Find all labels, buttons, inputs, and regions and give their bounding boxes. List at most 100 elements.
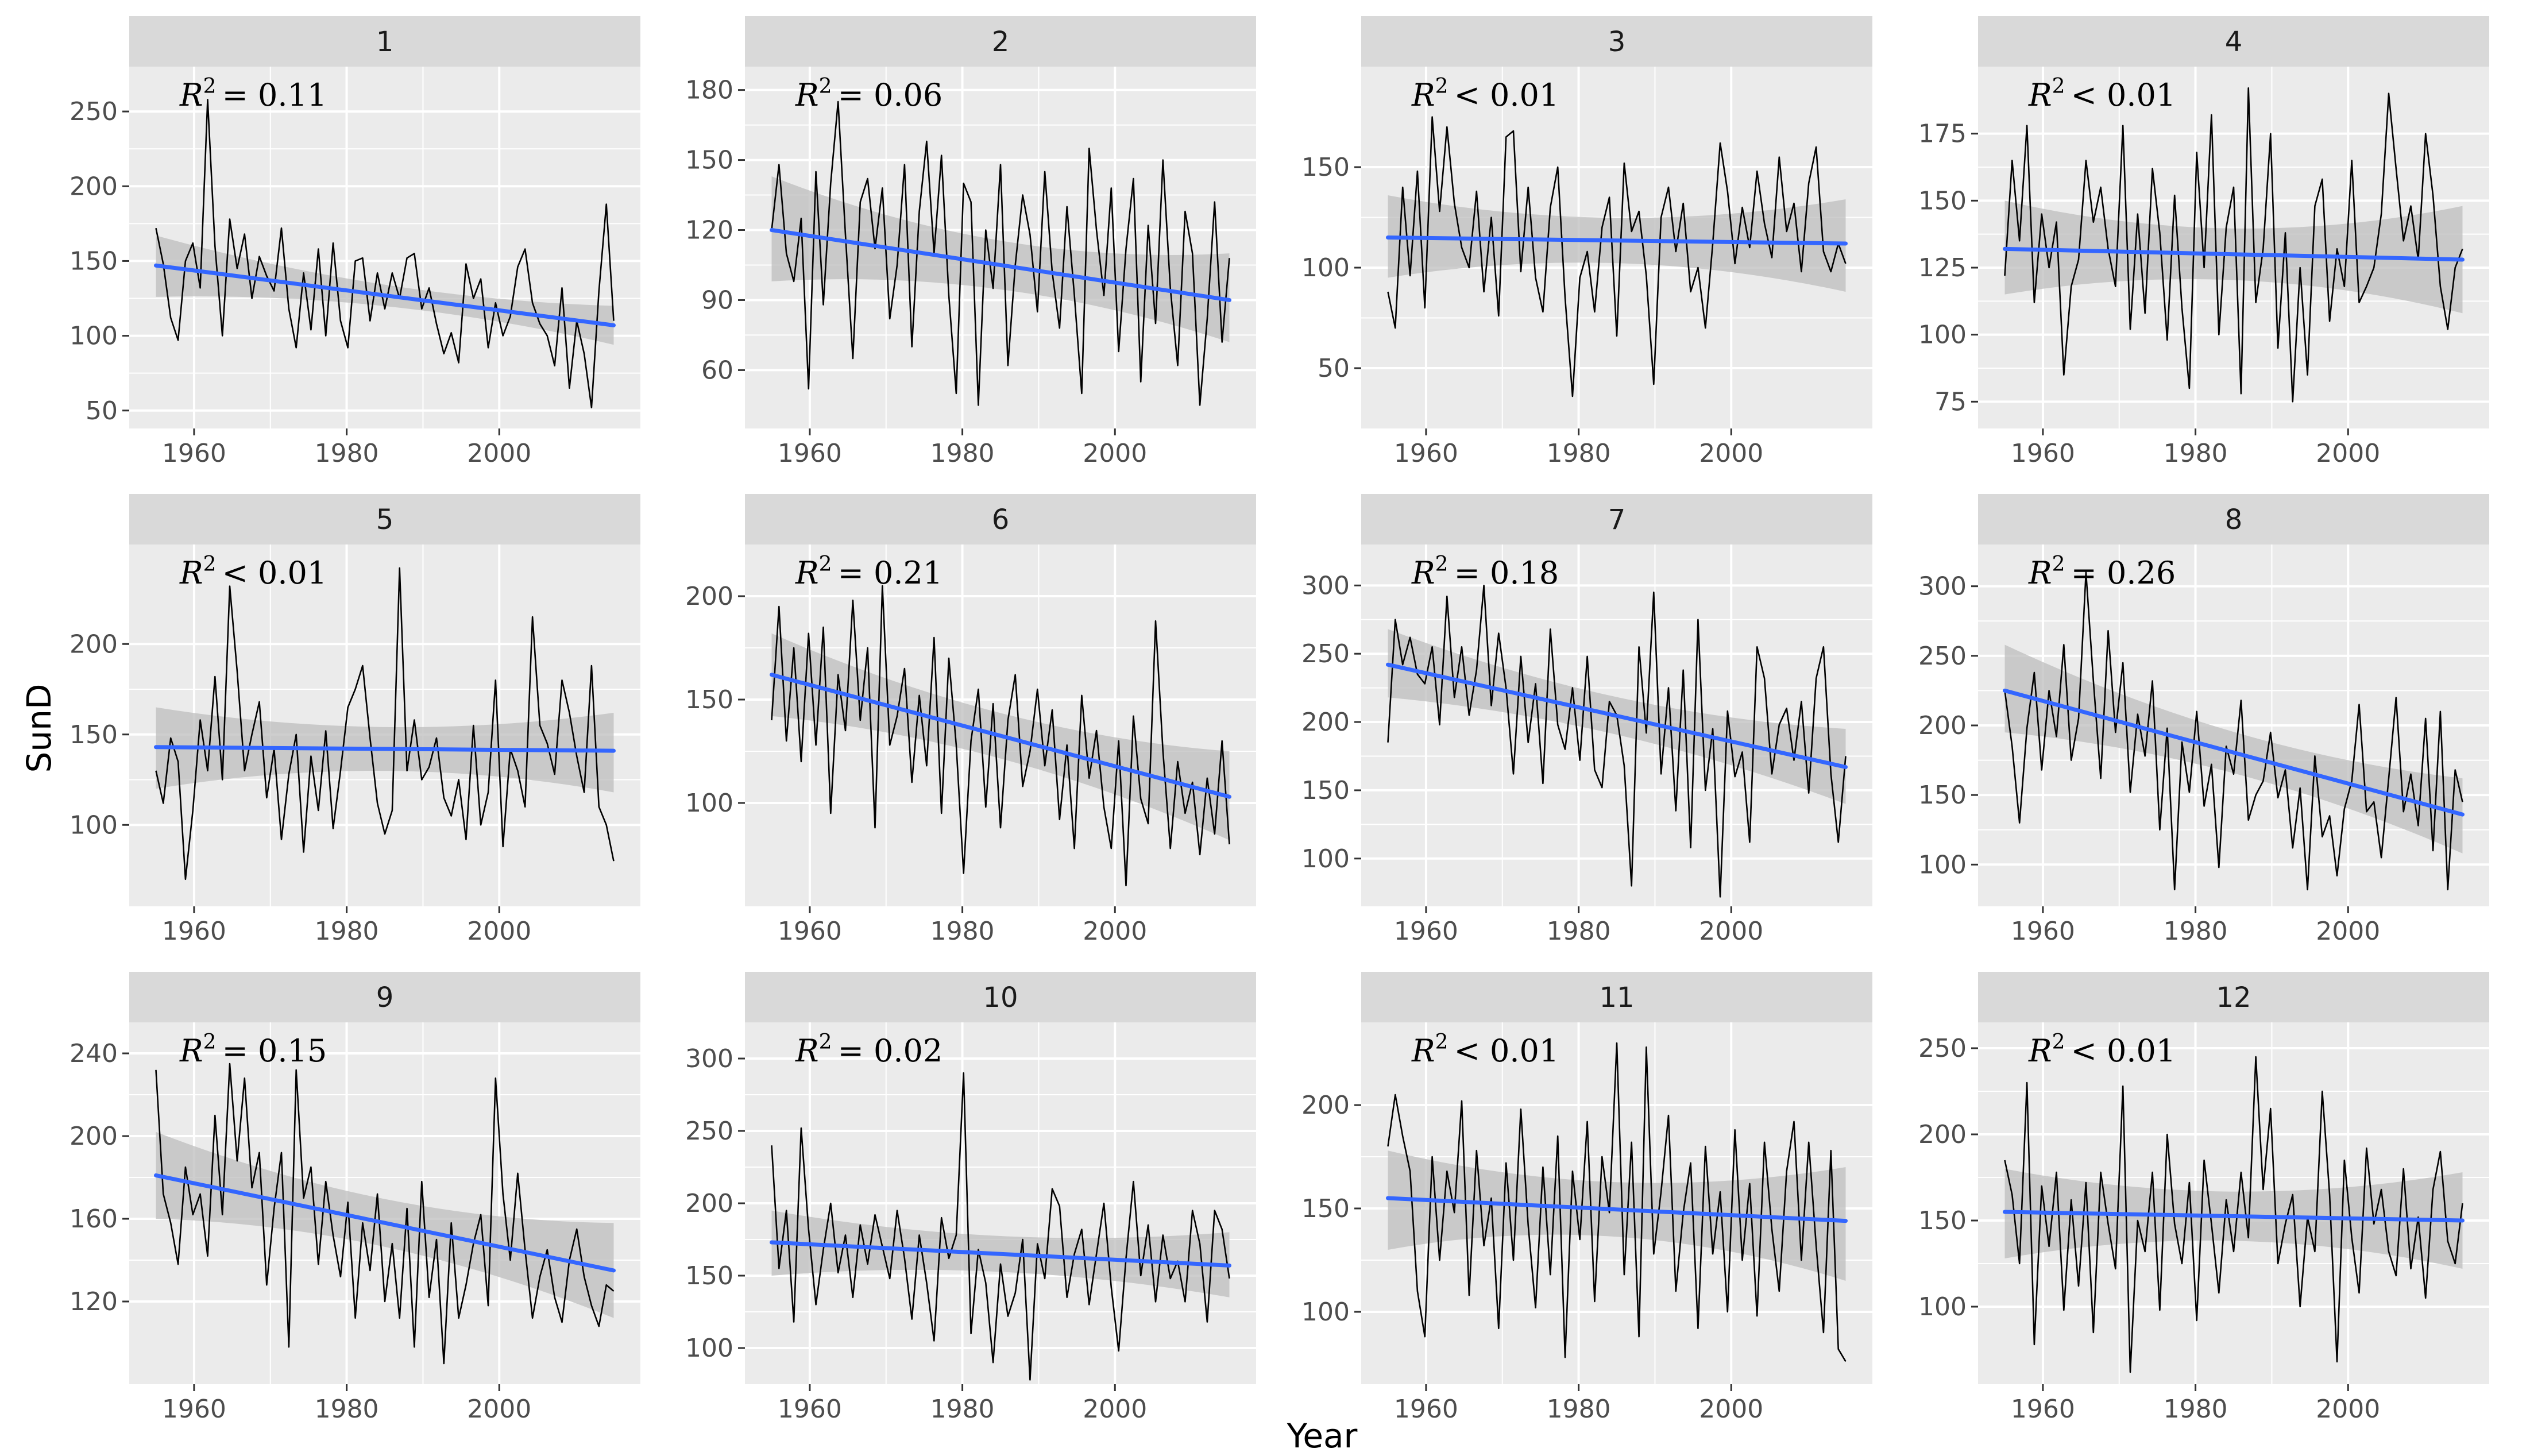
y-tick-label: 50 xyxy=(86,396,118,426)
series-line xyxy=(2004,87,2463,403)
y-tick-label: 120 xyxy=(685,216,733,245)
x-tick-label: 2000 xyxy=(1699,439,1763,468)
x-axis-title: Year xyxy=(1287,1416,1358,1455)
facet-panel: 8 R2 = 0.26 100 150 200 250 300 1960 1980 2000 xyxy=(1918,494,2489,946)
y-tick-label: 100 xyxy=(685,789,733,818)
y-tick-label: 150 xyxy=(69,720,118,750)
facet-strip xyxy=(745,972,1256,1022)
x-tick-label: 2000 xyxy=(2316,1395,2380,1424)
trend-line xyxy=(2002,1210,2465,1223)
facet-strip-label: 6 xyxy=(992,504,1010,536)
y-tick-label: 100 xyxy=(1918,320,1967,350)
facet-panel: 10 R2 = 0.02 100 150 200 250 300 1960 1980 2000 xyxy=(685,972,1256,1424)
y-tick-label: 300 xyxy=(685,1044,733,1073)
y-tick-label: 100 xyxy=(1301,1297,1350,1327)
x-tick-label: 1980 xyxy=(315,1395,379,1424)
x-tick-label: 1960 xyxy=(162,439,226,468)
y-tick-label: 300 xyxy=(1918,572,1967,601)
y-tick-label: 100 xyxy=(1918,1292,1967,1322)
y-tick-label: 250 xyxy=(1918,1034,1967,1063)
y-tick-label: 200 xyxy=(685,582,733,611)
trend-line xyxy=(2002,246,2465,262)
y-tick-label: 200 xyxy=(69,172,118,201)
x-tick-label: 1960 xyxy=(778,1395,842,1424)
x-tick-label: 1980 xyxy=(2164,917,2228,946)
y-tick-label: 200 xyxy=(69,629,118,659)
y-tick-label: 100 xyxy=(69,810,118,840)
facet-panel: 3 R2 < 0.01 50 100 150 1960 1980 2000 xyxy=(1301,16,1872,468)
trend-line xyxy=(1385,1196,1848,1223)
y-tick-label: 150 xyxy=(685,1261,733,1291)
y-tick-label: 150 xyxy=(685,685,733,715)
y-tick-label: 200 xyxy=(1301,1091,1350,1120)
trend-line xyxy=(153,263,616,327)
x-tick-label: 2000 xyxy=(1083,917,1147,946)
r-squared-annotation: R2 < 0.01 xyxy=(1411,1030,1559,1069)
r-squared-annotation: R2 = 0.26 xyxy=(2028,553,2176,591)
facet-strip-label: 4 xyxy=(2225,26,2243,58)
series-line xyxy=(771,585,1230,887)
x-tick-label: 1980 xyxy=(2164,439,2228,468)
series-line xyxy=(2004,571,2463,891)
x-tick-label: 2000 xyxy=(467,1395,531,1424)
facet-panel: 4 R2 < 0.01 75 100 125 150 175 1960 1980 2000 xyxy=(1918,16,2489,468)
x-tick-label: 1960 xyxy=(2011,917,2075,946)
series-line xyxy=(771,1072,1230,1381)
x-tick-label: 1960 xyxy=(162,1395,226,1424)
facet-strip-label: 11 xyxy=(1599,982,1634,1014)
x-tick-label: 2000 xyxy=(2316,439,2380,468)
x-tick-label: 1960 xyxy=(162,917,226,946)
x-tick-label: 2000 xyxy=(1083,1395,1147,1424)
x-tick-label: 2000 xyxy=(467,439,531,468)
y-tick-label: 240 xyxy=(69,1039,118,1068)
x-tick-label: 2000 xyxy=(1699,917,1763,946)
r-squared-annotation: R2 = 0.21 xyxy=(795,553,943,591)
facet-strip xyxy=(1361,16,1872,67)
facet-panel: 12 R2 < 0.01 100 150 200 250 1960 1980 2000 xyxy=(1918,972,2489,1424)
facet-strip xyxy=(129,16,640,67)
trend-line xyxy=(769,673,1232,799)
trend-line xyxy=(769,1240,1232,1268)
x-tick-label: 1980 xyxy=(315,439,379,468)
r-squared-annotation: R2 = 0.06 xyxy=(795,75,943,113)
y-tick-label: 150 xyxy=(1918,186,1967,215)
facet-strip xyxy=(1978,972,2489,1022)
r-squared-annotation: R2 = 0.18 xyxy=(1411,553,1559,591)
x-tick-label: 1960 xyxy=(1394,1395,1458,1424)
y-axis-title: SunD xyxy=(20,684,59,773)
series-line xyxy=(771,101,1230,406)
y-tick-label: 150 xyxy=(1918,781,1967,810)
y-tick-label: 300 xyxy=(1301,571,1350,600)
facet-strip xyxy=(1978,16,2489,67)
x-tick-label: 1980 xyxy=(930,917,995,946)
x-tick-label: 1980 xyxy=(1547,917,1611,946)
facet-panel: 5 R2 < 0.01 100 150 200 1960 1980 2000 xyxy=(69,494,640,946)
facet-strip-label: 10 xyxy=(983,982,1018,1014)
y-tick-label: 150 xyxy=(685,146,733,175)
x-tick-label: 1960 xyxy=(778,439,842,468)
y-tick-label: 125 xyxy=(1918,253,1967,283)
facet-strip-label: 8 xyxy=(2225,504,2243,536)
y-tick-label: 200 xyxy=(685,1189,733,1218)
y-tick-label: 100 xyxy=(1301,844,1350,874)
x-tick-label: 2000 xyxy=(2316,917,2380,946)
y-tick-label: 250 xyxy=(1301,639,1350,669)
r-squared-annotation: R2 < 0.01 xyxy=(179,553,327,591)
facet-panel: 9 R2 = 0.15 120 160 200 240 1960 1980 2000 xyxy=(69,972,640,1424)
confidence-band xyxy=(771,176,1230,342)
confidence-band xyxy=(156,1131,614,1318)
facet-panel: 2 R2 = 0.06 60 90 120 150 180 1960 1980 2000 xyxy=(685,16,1256,468)
trend-line xyxy=(1385,662,1848,770)
r-squared-annotation: R2 = 0.11 xyxy=(179,75,327,113)
r-squared-annotation: R2 < 0.01 xyxy=(2028,75,2176,113)
y-tick-label: 150 xyxy=(1301,1194,1350,1223)
facet-panels: 1 R2 = 0.11 50 100 150 200 250 1960 1980 2000 2 R2 = … xyxy=(69,16,2489,1424)
facet-strip-label: 1 xyxy=(376,26,394,58)
y-tick-label: 50 xyxy=(1318,354,1350,383)
trend-line xyxy=(1385,235,1848,246)
facet-strip xyxy=(1361,494,1872,544)
facet-panel: 1 R2 = 0.11 50 100 150 200 250 1960 1980 2000 xyxy=(69,16,640,468)
y-tick-label: 100 xyxy=(685,1334,733,1363)
y-tick-label: 100 xyxy=(1301,253,1350,283)
x-tick-label: 1980 xyxy=(930,1395,995,1424)
